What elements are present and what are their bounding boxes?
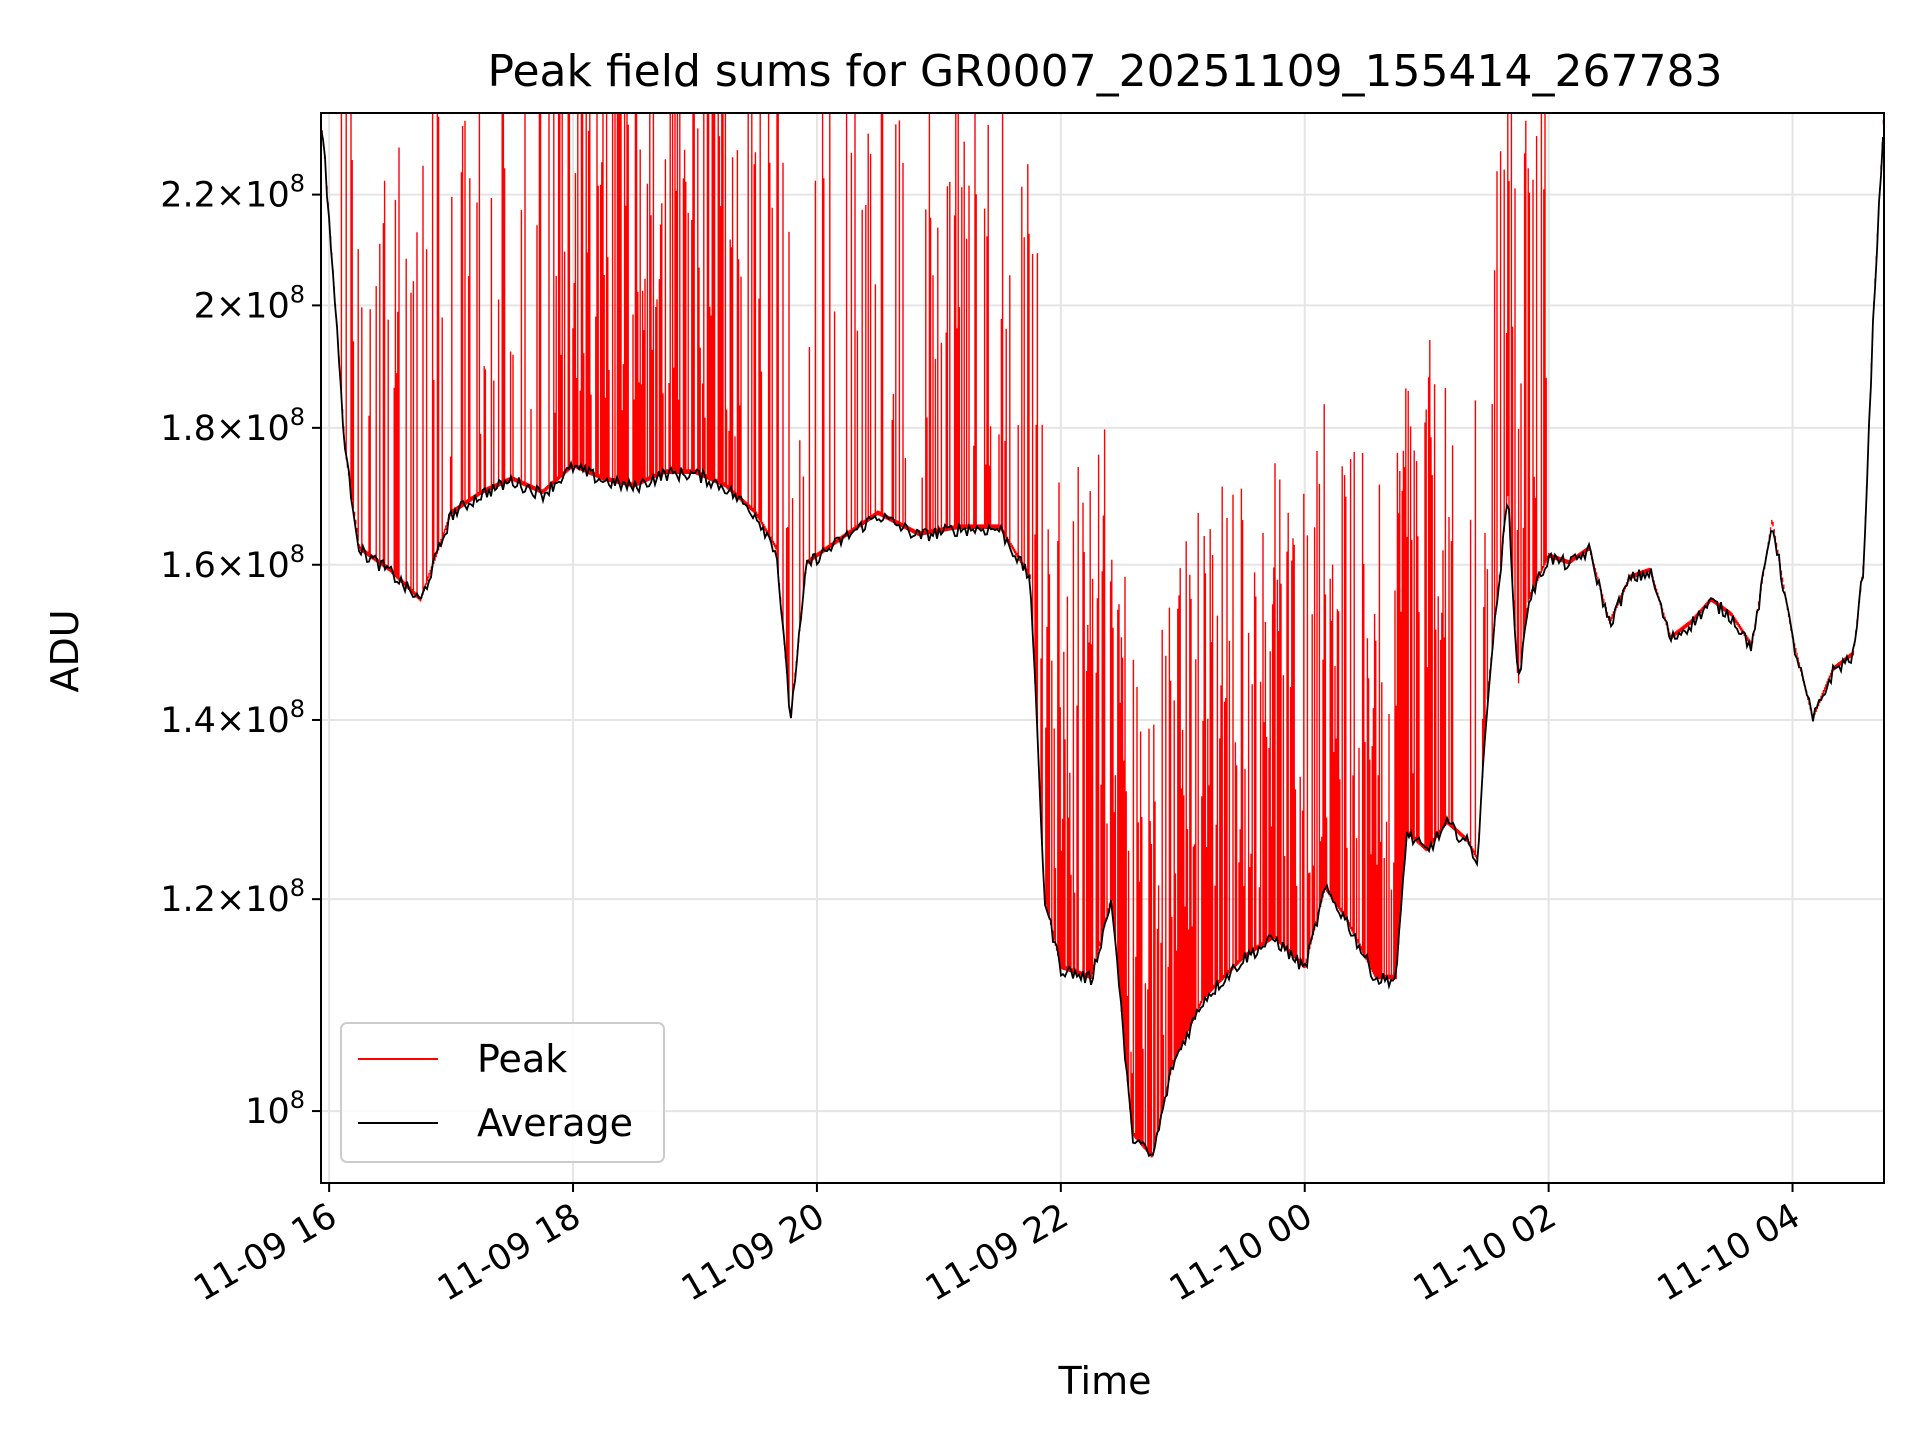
y-tick-label: 1.2×108: [160, 874, 305, 920]
y-tick-label: 108: [245, 1086, 305, 1132]
y-axis-label: ADU: [43, 609, 87, 692]
legend-label: Average: [477, 1101, 633, 1145]
plot-frame: [320, 112, 1885, 1184]
y-tick-label: 2.2×108: [160, 170, 305, 216]
y-tick-label: 1.6×108: [160, 540, 305, 586]
legend-label: Peak: [477, 1037, 567, 1081]
series-line-peak: [321, 113, 1884, 1158]
series-line-average: [321, 129, 1884, 1158]
y-tick-label: 1.8×108: [160, 403, 305, 449]
y-axis: 108 1.2×108 1.4×108 1.6×108 1.8×108 2×108 2.2×…: [160, 170, 321, 1132]
y-tick-label: 1.4×108: [160, 695, 305, 741]
legend: Peak Average: [340, 1022, 665, 1163]
y-tick-label: 2×108: [194, 280, 305, 326]
legend-box: [340, 1022, 665, 1163]
x-axis-label: Time: [1058, 1359, 1152, 1403]
chart-title: Peak field sums for GR0007_20251109_1554…: [488, 46, 1723, 97]
plot-series: [321, 113, 1884, 1158]
